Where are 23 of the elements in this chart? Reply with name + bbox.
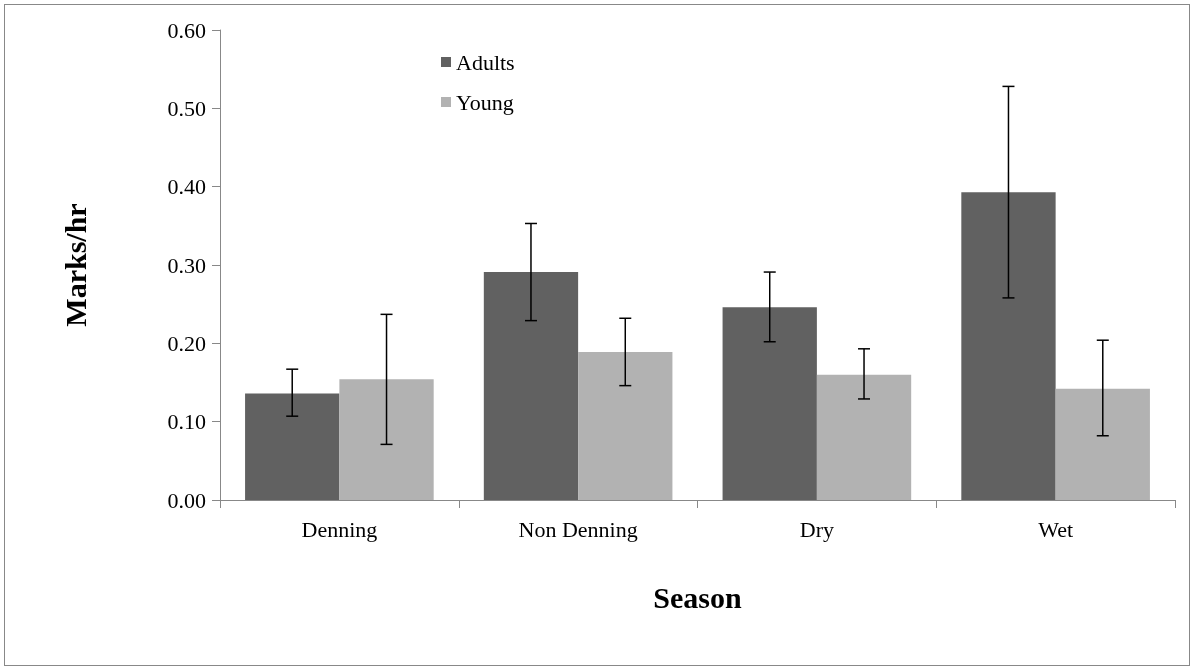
bar bbox=[483, 272, 579, 500]
legend-label: Adults bbox=[456, 49, 515, 75]
bar bbox=[1055, 388, 1150, 500]
x-tick-label: Denning bbox=[301, 516, 378, 542]
y-tick-label: 0.30 bbox=[167, 252, 206, 278]
x-tick-label: Non Denning bbox=[518, 516, 638, 542]
y-tick-label: 0.60 bbox=[167, 17, 206, 43]
bar bbox=[961, 192, 1056, 500]
bar bbox=[722, 307, 817, 500]
x-tick-label: Dry bbox=[799, 516, 834, 542]
y-tick-label: 0.50 bbox=[167, 95, 206, 121]
y-tick-label: 0.00 bbox=[167, 487, 206, 513]
bar bbox=[816, 374, 912, 500]
x-tick-label: Wet bbox=[1038, 516, 1074, 542]
y-tick-label: 0.40 bbox=[167, 174, 206, 200]
bar bbox=[245, 393, 340, 500]
y-axis-title: Marks/hr bbox=[58, 203, 92, 327]
bar bbox=[339, 379, 434, 500]
x-axis-title: Season bbox=[653, 580, 742, 614]
bar bbox=[578, 351, 673, 500]
y-tick-label: 0.10 bbox=[167, 409, 206, 435]
legend-label: Young bbox=[456, 89, 514, 115]
y-tick-label: 0.20 bbox=[167, 330, 206, 356]
